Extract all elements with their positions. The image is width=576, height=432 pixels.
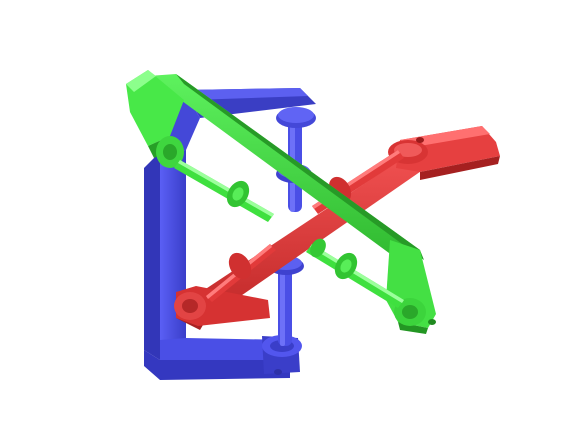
red-bracket <box>174 126 500 330</box>
green-upper-rod <box>174 160 274 222</box>
red-lower-washer <box>228 252 252 280</box>
green-diagonal-bar <box>148 74 420 264</box>
green-bolt-icon <box>428 319 436 325</box>
red-diagonal-bar <box>180 158 440 320</box>
blue-bottom-bar <box>144 350 290 380</box>
green-bracket <box>126 70 436 334</box>
green-top-end <box>126 70 184 146</box>
green-lower-rod <box>306 244 404 308</box>
blue-left-bar <box>160 150 186 360</box>
red-bolt-icon <box>416 137 424 143</box>
blue-bolt-icon <box>274 369 282 375</box>
